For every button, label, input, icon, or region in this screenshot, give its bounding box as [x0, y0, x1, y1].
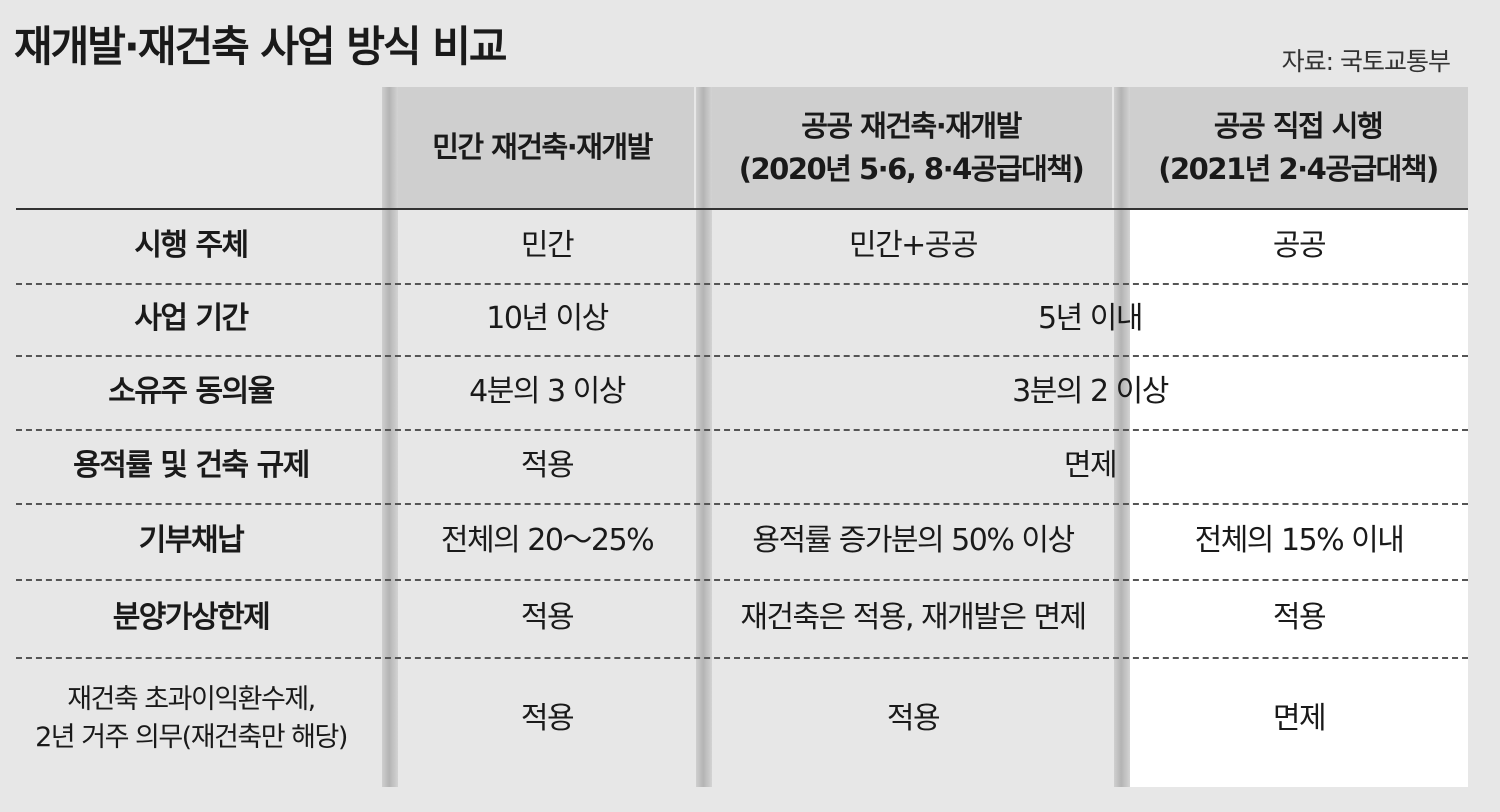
- header-rule: [16, 208, 1468, 210]
- table-cell: 재건축은 적용, 재개발은 면제: [740, 600, 1087, 636]
- table-cell: 민간+공공: [848, 227, 979, 263]
- row-label: 시행 주체: [134, 227, 249, 263]
- comparison-table: 민간 재건축·재개발 공공 재건축·재개발 (2020년 5·6, 8·4공급대…: [0, 87, 1468, 787]
- table-cell: 적용: [520, 701, 575, 737]
- column-divider: [382, 87, 398, 787]
- header-public-direct-sub: (2021년 2·4공급대책): [1158, 151, 1439, 186]
- row-divider: [16, 579, 1468, 581]
- header-public-sub: (2020년 5·6, 8·4공급대책): [738, 151, 1085, 186]
- table-cell: 면제: [1272, 701, 1327, 737]
- header-public-label: 공공 재건축·재개발: [801, 109, 1022, 144]
- row-label-line: 재건축 초과이익환수제,: [67, 684, 316, 716]
- table-cell: 전체의 15% 이내: [1194, 523, 1405, 559]
- row-divider: [16, 657, 1468, 659]
- row-divider: [16, 503, 1468, 505]
- table-cell: 적용: [1272, 600, 1327, 636]
- table-cell: 민간: [520, 227, 575, 263]
- row-divider: [16, 429, 1468, 431]
- header-private-label: 민간 재건축·재개발: [432, 130, 653, 165]
- table-cell: 적용: [520, 600, 575, 636]
- column-divider: [1114, 87, 1130, 787]
- row-label: 용적률 및 건축 규제: [73, 448, 310, 484]
- header-private: 민간 재건축·재개발: [390, 87, 694, 208]
- header-public-direct-label: 공공 직접 시행: [1213, 109, 1384, 144]
- table-cell: 공공: [1272, 227, 1327, 263]
- table-cell: 적용: [520, 448, 575, 484]
- table-cell: 전체의 20～25%: [440, 523, 655, 559]
- table-cell: 적용: [886, 701, 941, 737]
- row-label: 사업 기간: [134, 301, 249, 337]
- table-cell: 용적률 증가분의 50% 이상: [752, 523, 1075, 559]
- table-cell: 10년 이상: [486, 301, 609, 337]
- source-credit: 자료: 국토교통부: [1281, 47, 1451, 76]
- row-label: 분양가상한제: [112, 600, 271, 636]
- row-divider: [16, 283, 1468, 285]
- row-divider: [16, 355, 1468, 357]
- header-public-direct: 공공 직접 시행 (2021년 2·4공급대책): [1128, 87, 1468, 208]
- table-cell-merged: 5년 이내: [1038, 301, 1143, 337]
- table-cell-merged: 면제: [1063, 448, 1118, 484]
- public-direct-column-bg: [1128, 208, 1468, 787]
- row-label: 기부채납: [138, 523, 245, 559]
- table-cell: 4분의 3 이상: [469, 374, 626, 410]
- column-divider: [696, 87, 712, 787]
- row-label-line: 2년 거주 의무(재건축만 해당): [35, 722, 348, 753]
- row-label: 소유주 동의율: [108, 374, 275, 410]
- header-public: 공공 재건축·재개발 (2020년 5·6, 8·4공급대책): [710, 87, 1112, 208]
- table-cell-merged: 3분의 2 이상: [1012, 374, 1169, 410]
- row-label: 재건축 초과이익환수제, 2년 거주 의무(재건축만 해당): [0, 657, 382, 781]
- page-title: 재개발·재건축 사업 방식 비교: [14, 22, 508, 71]
